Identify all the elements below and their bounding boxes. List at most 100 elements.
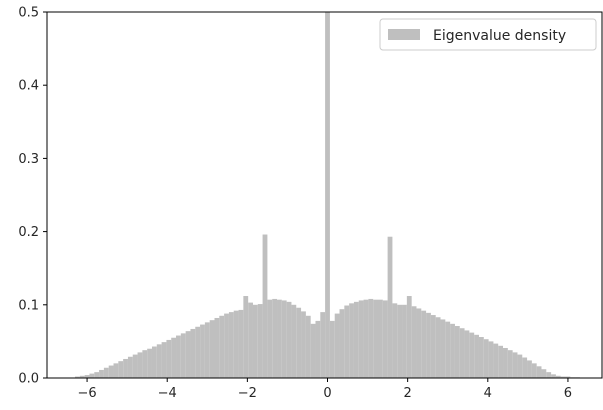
histogram-bar — [310, 323, 316, 378]
histogram-bars — [75, 12, 580, 378]
histogram-bar — [527, 360, 532, 378]
histogram-bar — [171, 337, 177, 378]
histogram-bar — [147, 348, 152, 378]
x-tick-label: 2 — [404, 386, 412, 401]
legend-box — [379, 18, 597, 51]
histogram-bar — [296, 307, 302, 378]
histogram-bar — [325, 12, 330, 378]
histogram-bar — [454, 326, 460, 378]
histogram-bar — [551, 374, 556, 378]
histogram-bar — [349, 303, 354, 378]
histogram-bar — [84, 375, 90, 378]
histogram-bar — [368, 298, 374, 378]
histogram-bar — [363, 299, 369, 378]
histogram-bar — [541, 369, 547, 378]
histogram-bar — [478, 337, 484, 378]
histogram-bar — [507, 350, 513, 378]
histogram-bar — [156, 344, 162, 378]
y-tick-label: 0.0 — [18, 372, 39, 387]
histogram-bar — [219, 315, 225, 378]
histogram-bar — [195, 326, 201, 378]
histogram-bar — [161, 342, 167, 378]
x-tick-label: −2 — [238, 386, 257, 401]
histogram-bar — [233, 310, 239, 378]
histogram-bar — [450, 323, 455, 378]
histogram-bar — [228, 312, 234, 378]
histogram-bar — [378, 299, 383, 378]
x-tick-label: 0 — [323, 386, 331, 401]
y-axis-ticks: 0.0 0.1 0.2 0.3 0.4 0.5 — [18, 6, 47, 387]
histogram-bar — [560, 376, 566, 378]
histogram-bar — [118, 361, 124, 378]
histogram-bar — [257, 304, 263, 378]
x-tick-label: −6 — [77, 386, 96, 401]
histogram-bar — [301, 311, 306, 378]
histogram-bar — [402, 304, 407, 378]
histogram-bar — [373, 299, 378, 378]
histogram-bar — [315, 320, 321, 378]
histogram-bar — [435, 317, 441, 378]
histogram-bar — [151, 346, 157, 378]
histogram-bar — [200, 324, 205, 378]
histogram-bar — [123, 358, 128, 378]
histogram-bar — [262, 234, 268, 378]
y-tick-label: 0.4 — [18, 79, 39, 94]
histogram-bar — [430, 315, 436, 378]
histogram-bar — [272, 298, 278, 378]
histogram-bar — [103, 367, 109, 378]
histogram-bar — [382, 300, 388, 378]
histogram-bar — [209, 320, 215, 378]
histogram-bar — [565, 376, 571, 378]
histogram-bar — [204, 322, 210, 378]
histogram-bar — [421, 310, 427, 378]
histogram-bar — [387, 236, 393, 378]
histogram-bar — [142, 350, 148, 378]
histogram-bar — [166, 339, 172, 378]
x-tick-label: 4 — [484, 386, 492, 401]
legend: Eigenvalue density — [379, 18, 597, 51]
histogram-bar — [185, 331, 191, 378]
histogram-bar — [474, 334, 479, 378]
histogram-bar — [137, 352, 143, 378]
histogram-bar — [397, 304, 403, 378]
histogram-bar — [392, 303, 398, 378]
histogram-bar — [512, 352, 518, 378]
histogram-bar — [440, 319, 446, 378]
histogram-bar — [493, 343, 499, 378]
x-tick-label: −4 — [158, 386, 177, 401]
legend-swatch — [388, 29, 420, 40]
histogram-bar — [517, 354, 523, 378]
histogram-bar — [238, 309, 244, 378]
histogram-bar — [483, 339, 489, 378]
histogram-bar — [531, 363, 537, 378]
histogram-bar — [445, 321, 451, 378]
histogram-bar — [522, 357, 528, 378]
histogram-bar — [79, 375, 85, 378]
plot-frame — [46, 11, 603, 379]
histogram-bar — [291, 304, 297, 378]
histogram-bar — [286, 301, 292, 378]
y-tick-label: 0.2 — [18, 225, 39, 240]
histogram-bar — [89, 373, 95, 378]
histogram-bar — [127, 356, 133, 378]
histogram-bar — [503, 347, 508, 378]
histogram-bar — [498, 345, 504, 378]
histogram-bar — [464, 330, 470, 378]
histogram-bar — [94, 372, 100, 378]
histogram-bar — [224, 313, 229, 378]
legend-label: Eigenvalue density — [433, 28, 566, 44]
histogram-bar — [339, 309, 345, 378]
histogram-bar — [555, 375, 561, 378]
histogram-bar — [416, 308, 422, 378]
histogram-bar — [353, 301, 359, 378]
histogram-bar — [108, 365, 114, 378]
histogram-bar — [536, 366, 542, 378]
histogram-bar — [459, 328, 465, 378]
histogram-bar — [176, 335, 181, 378]
histogram-bar — [132, 354, 138, 378]
histogram-bar — [358, 300, 364, 378]
histogram-bar — [180, 333, 186, 378]
histogram-bar — [281, 300, 287, 378]
histogram-bar — [488, 341, 494, 378]
